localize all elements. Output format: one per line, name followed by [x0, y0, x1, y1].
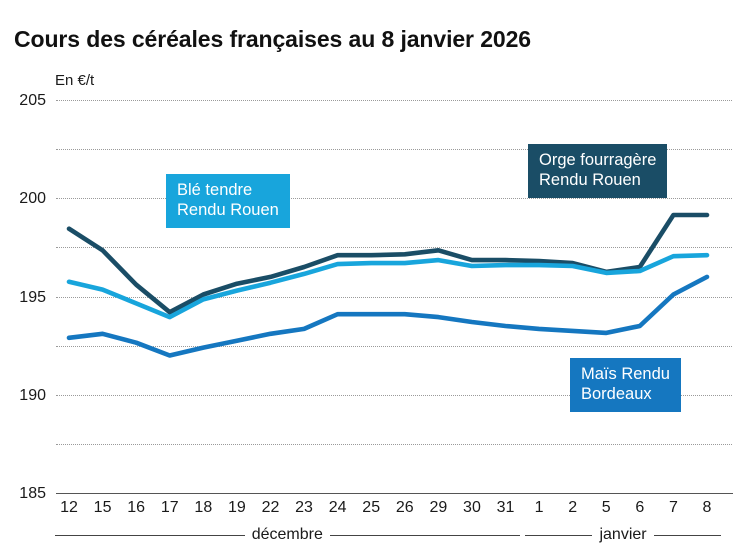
x-axis-tick-label: 25 — [362, 499, 381, 516]
x-axis-tick-label: 23 — [295, 499, 313, 516]
y-axis-tick-label: 185 — [19, 485, 46, 502]
x-axis-tick-label: 12 — [60, 499, 78, 516]
x-axis-tick-label: 24 — [328, 499, 347, 516]
month-label: janvier — [599, 526, 647, 543]
x-axis-tick-label: 8 — [702, 499, 712, 516]
x-axis-tick-label: 22 — [261, 499, 280, 516]
plot-area: 205200195190185180175170165 — [19, 92, 732, 502]
x-axis-month-group: décembre — [55, 526, 520, 544]
month-rule — [55, 534, 245, 536]
x-axis-tick-label: 7 — [668, 499, 678, 516]
gridline: 185 — [19, 296, 732, 502]
x-axis-tick-label: 31 — [496, 499, 515, 516]
series-line — [66, 274, 710, 358]
legend-callout-mais-bordeaux: Maïs Rendu Bordeaux — [570, 358, 681, 413]
y-axis-tick-label: 205 — [19, 92, 46, 109]
page-title: Cours des céréales françaises au 8 janvi… — [14, 26, 531, 52]
month-rule — [653, 534, 721, 536]
month-rule — [525, 534, 593, 536]
gridline: 190 — [19, 247, 732, 404]
x-axis-tick-label: 17 — [160, 499, 179, 516]
gridline: 200 — [19, 149, 732, 207]
x-axis-tick-label: 2 — [568, 499, 578, 516]
series-line — [66, 252, 710, 320]
x-axis-tick-label: 6 — [635, 499, 645, 516]
x-axis-tick-label: 26 — [395, 499, 414, 516]
x-axis-line — [56, 493, 733, 494]
gridline: 170 — [56, 443, 732, 445]
x-axis-tick-label: 1 — [534, 499, 544, 516]
x-axis-tick-label: 5 — [601, 499, 611, 516]
gridline: 175 — [56, 394, 732, 396]
y-axis-tick-label: 190 — [19, 386, 46, 404]
y-axis-unit-label: En €/t — [55, 72, 95, 89]
x-axis-tick-label: 18 — [194, 499, 213, 516]
legend-callout-orge-fourragere: Orge fourragère Rendu Rouen — [528, 144, 668, 199]
x-axis-tick-label: 29 — [429, 499, 448, 516]
y-axis-tick-label: 200 — [19, 190, 46, 208]
gridline: 180 — [56, 345, 732, 347]
x-axis-tick-label: 30 — [463, 499, 481, 516]
y-axis-tick-label: 195 — [19, 288, 46, 306]
gridline: 205 — [19, 92, 732, 109]
x-axis-tick-label: 15 — [93, 499, 112, 516]
x-axis-tick-label: 16 — [127, 499, 146, 516]
legend-callout-ble-tendre: Blé tendre Rendu Rouen — [166, 174, 290, 229]
x-axis-month-group: janvier — [525, 526, 721, 544]
gridline: 195 — [19, 198, 732, 306]
x-axis-tick-label: 19 — [227, 499, 246, 516]
month-label: décembre — [251, 526, 323, 543]
month-rule — [329, 534, 520, 536]
